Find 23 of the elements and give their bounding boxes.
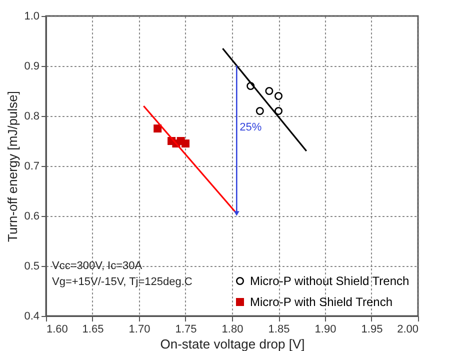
x-tick-label: 1.75 [175, 324, 197, 336]
y-tick-label: 1.0 [24, 10, 40, 22]
y-tick-label: 0.9 [24, 60, 40, 72]
x-tick-label: 2.00 [397, 324, 418, 336]
x-tick-label: 1.80 [222, 324, 244, 336]
annotation: Vg=+15V/-15V, Tj=125deg.C [52, 276, 192, 288]
y-tick-label: 0.4 [24, 310, 40, 322]
x-tick-label: 1.85 [268, 324, 290, 336]
y-tick-label: 0.5 [24, 260, 40, 272]
legend-label: Micro-P without Shield Trench [250, 274, 410, 288]
x-axis-title: On-state voltage drop [V] [160, 336, 305, 351]
x-tick-label: 1.90 [314, 324, 336, 336]
y-tick-label: 0.8 [24, 110, 40, 122]
y-tick-label: 0.6 [24, 210, 40, 222]
y-tick-label: 0.7 [24, 160, 40, 172]
annotation: 25% [240, 122, 262, 134]
x-tick-label: 1.65 [82, 324, 104, 336]
y-axis-title: Turn-off energy [mJ/pulse] [5, 90, 20, 242]
x-tick-label: 1.95 [361, 324, 383, 336]
legend-label: Micro-P with Shield Trench [250, 295, 392, 309]
x-tick-label: 1.60 [46, 324, 68, 336]
x-tick-label: 1.70 [128, 324, 150, 336]
annotation: Vcc=300V, Ic=30A [52, 260, 143, 272]
